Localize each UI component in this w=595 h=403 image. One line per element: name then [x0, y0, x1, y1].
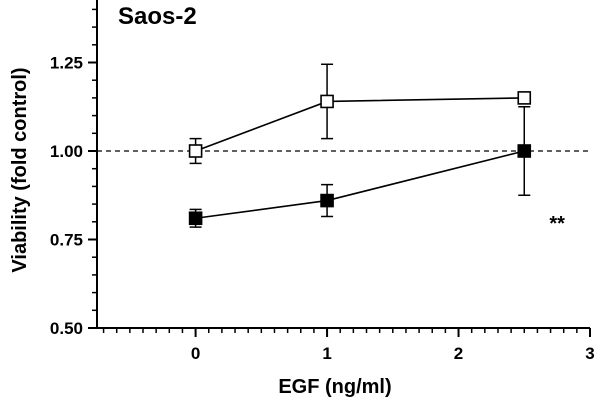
x-tick-label: 3 — [585, 344, 594, 363]
chart-title: Saos-2 — [118, 3, 197, 30]
y-ticks: 0.500.751.001.251.50 — [50, 8, 97, 338]
y-axis-title: Viability (fold control) — [9, 67, 31, 272]
series-1 — [188, 106, 532, 228]
x-axis-title: EGF (ng/ml) — [278, 376, 391, 398]
data-point — [188, 144, 203, 158]
plot-area — [97, 63, 590, 228]
series-layer — [188, 63, 532, 228]
x-tick-label: 2 — [454, 344, 463, 363]
y-tick-label: 0.75 — [50, 231, 83, 250]
series-line — [195, 97, 525, 152]
x-tick-label: 0 — [191, 344, 200, 363]
y-axis: 0.500.751.001.251.50 — [50, 0, 98, 338]
x-tick-label: 1 — [322, 344, 331, 363]
series-0 — [188, 63, 532, 165]
x-ticks: 0 1 2 3 — [102, 328, 595, 363]
y-tick-label: 0.50 — [50, 319, 83, 338]
y-tick-label: 1.25 — [50, 54, 83, 73]
significance-annotation: ** — [549, 213, 565, 235]
data-point — [188, 211, 203, 226]
data-point — [517, 91, 532, 105]
series-line — [195, 150, 525, 220]
data-point — [517, 144, 532, 158]
y-tick-label: 1.00 — [50, 142, 83, 161]
data-point — [320, 94, 334, 109]
annotation-layer: ** — [549, 213, 565, 235]
data-point — [320, 193, 334, 208]
x-axis: 0 1 2 3 — [97, 327, 595, 363]
